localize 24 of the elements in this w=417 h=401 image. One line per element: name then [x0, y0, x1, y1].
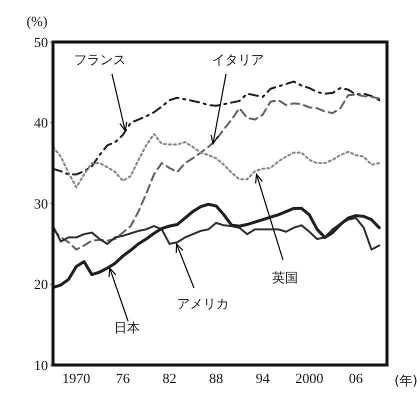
x-tick-label: 2000: [295, 372, 324, 387]
text: フランス: [74, 53, 126, 68]
text: アメリカ: [177, 297, 229, 312]
y-tick-label: 10: [34, 358, 48, 374]
text: 日本: [114, 321, 140, 336]
x-tick-label: 1970: [62, 372, 90, 387]
y-tick-label: 20: [34, 278, 48, 294]
text: イタリア: [212, 53, 264, 68]
text: 英国: [272, 271, 298, 286]
x-tick-label: 94: [256, 372, 270, 387]
line-series: [53, 93, 380, 251]
y-axis-title: (%): [26, 15, 48, 30]
line-series: [53, 202, 381, 289]
x-tick-label: 06: [348, 372, 363, 387]
y-tick-label: 40: [34, 116, 48, 132]
y-tick-label: 50: [34, 36, 48, 51]
x-axis-title: (年): [394, 374, 417, 389]
x-tick-label: 88: [209, 372, 224, 387]
line-series: [53, 217, 380, 251]
line-series: [53, 133, 380, 188]
y-tick-label: 30: [34, 197, 48, 212]
line-series: [53, 80, 380, 176]
x-tick-label: 82: [162, 372, 177, 387]
x-tick-label: 76: [116, 372, 130, 387]
